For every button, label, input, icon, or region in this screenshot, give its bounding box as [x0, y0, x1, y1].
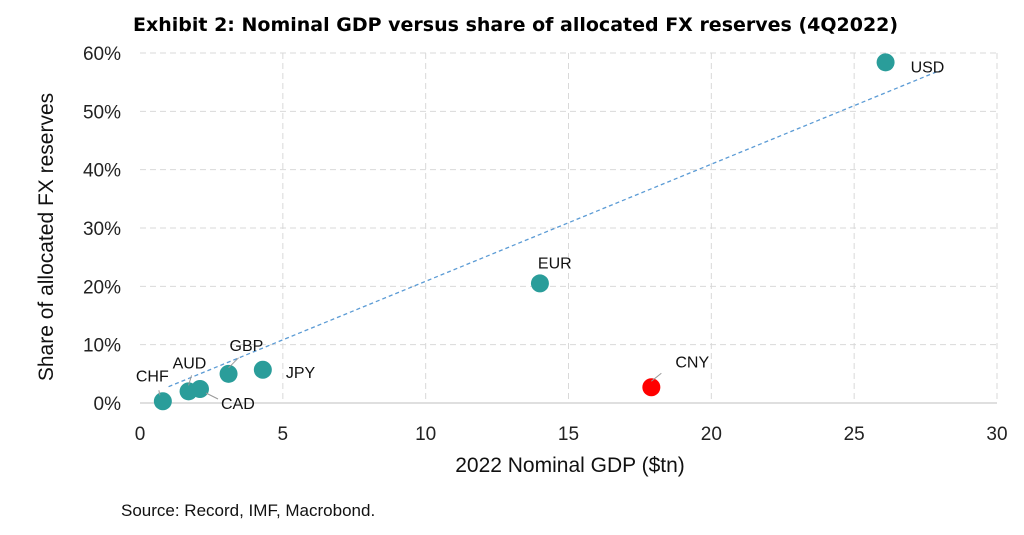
x-tick-label: 10: [415, 424, 436, 445]
point-label-chf: CHF: [136, 368, 169, 385]
point-gbp: [219, 364, 238, 383]
point-eur: [530, 274, 549, 293]
grid: [140, 52, 998, 404]
points-layer: [153, 53, 895, 411]
point-label-gbp: GBP: [230, 338, 264, 355]
leader-line: [651, 372, 662, 382]
x-tick-label: 30: [986, 424, 1007, 445]
point-aud: [179, 382, 198, 401]
point-cny: [642, 378, 661, 397]
point-label-usd: USD: [911, 59, 945, 76]
leader-line: [188, 375, 193, 386]
point-label-jpy: JPY: [286, 365, 316, 382]
y-tick-label: 40%: [83, 161, 121, 182]
leader-line: [205, 392, 219, 400]
x-tick-label: 15: [558, 424, 579, 445]
y-axis-label: Share of allocated FX reserves: [35, 93, 58, 381]
leader-line: [228, 357, 239, 369]
x-tick-label: 5: [278, 424, 289, 445]
point-label-eur: EUR: [538, 255, 572, 272]
point-label-aud: AUD: [173, 355, 207, 372]
y-tick-label: 20%: [83, 277, 121, 298]
source-note: Source: Record, IMF, Macrobond.: [121, 501, 375, 520]
y-tick-label: 30%: [83, 219, 121, 240]
chart-title: Exhibit 2: Nominal GDP versus share of a…: [133, 14, 898, 36]
point-label-cad: CAD: [221, 396, 255, 413]
trendline-layer: [168, 69, 941, 388]
y-tick-label: 50%: [83, 102, 121, 123]
trendline: [168, 69, 941, 388]
x-tick-label: 25: [844, 424, 865, 445]
point-label-cny: CNY: [675, 354, 709, 371]
x-ticks: 0 5 10 15 20 25 30: [135, 424, 1008, 445]
y-ticks: 0% 10% 20% 30% 40% 50% 60%: [83, 44, 121, 415]
x-tick-label: 20: [701, 424, 722, 445]
y-tick-label: 10%: [83, 336, 121, 357]
x-tick-label: 0: [135, 424, 146, 445]
x-axis-label: 2022 Nominal GDP ($tn): [455, 454, 685, 477]
y-tick-label: 60%: [83, 44, 121, 65]
y-tick-label: 0%: [94, 394, 122, 415]
point-usd: [876, 53, 895, 72]
point-jpy: [253, 360, 272, 379]
leader-line: [158, 390, 161, 396]
point-chf: [153, 392, 172, 411]
